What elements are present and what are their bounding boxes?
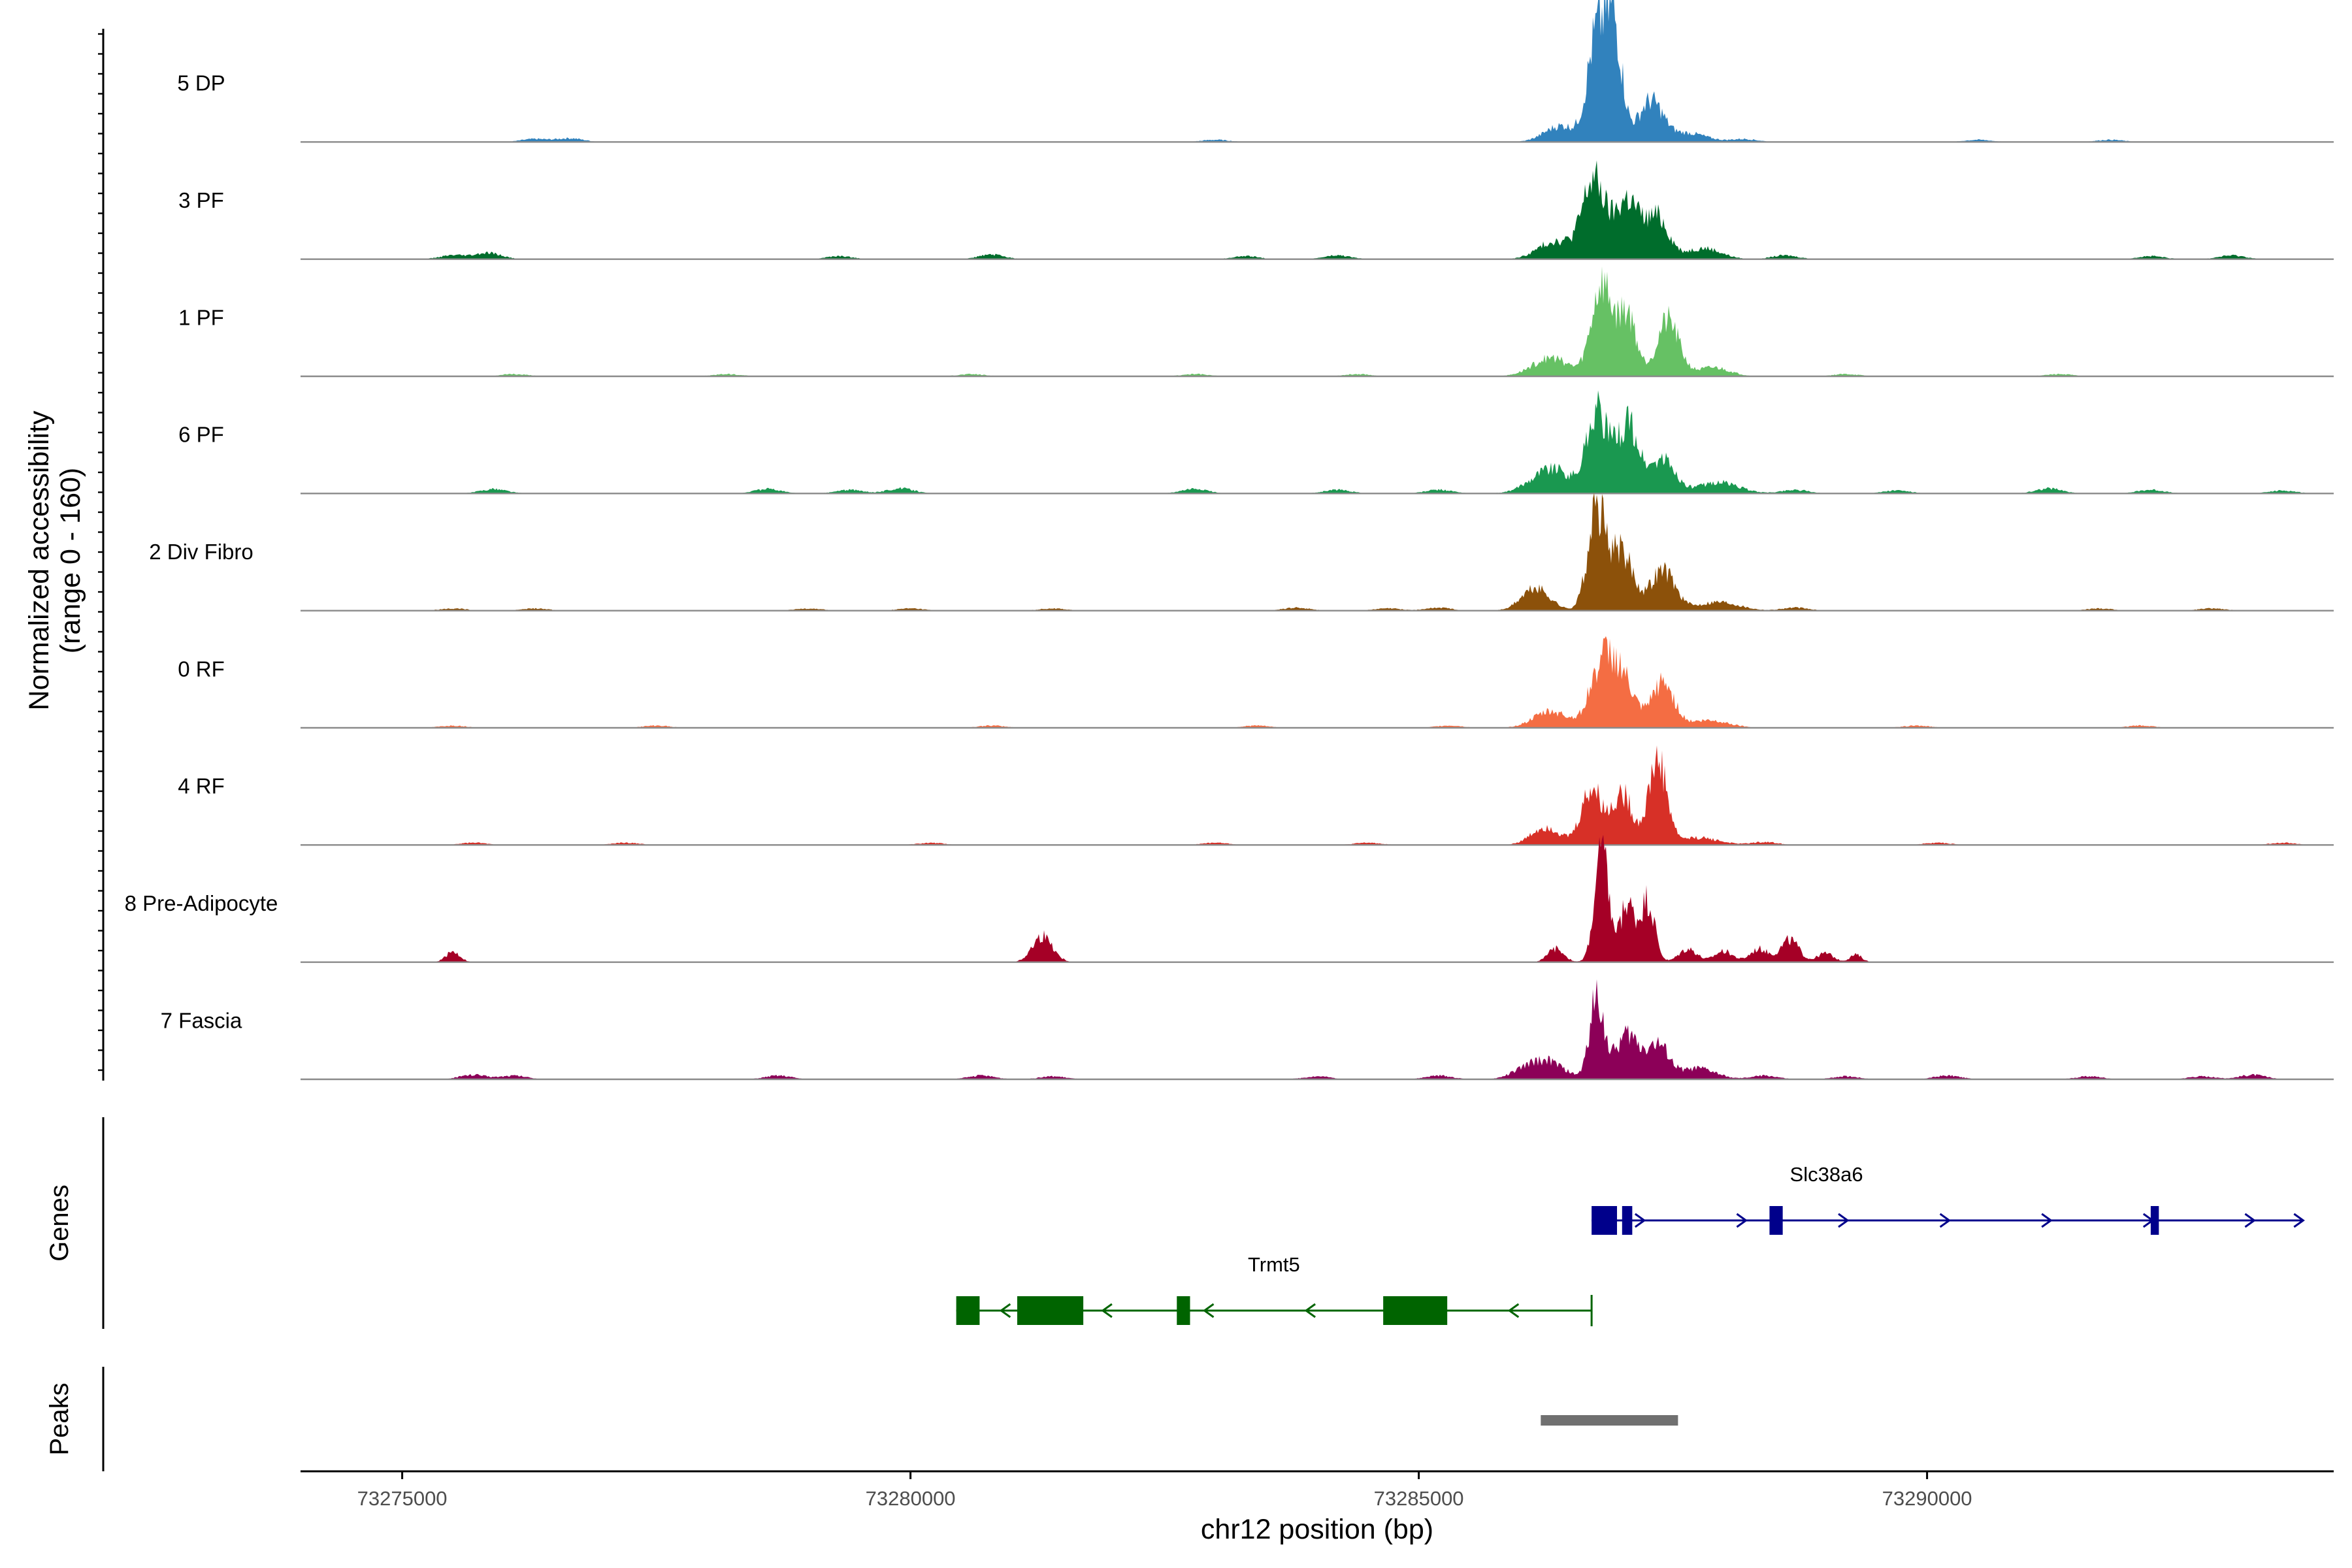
track-label: 1 PF bbox=[178, 305, 224, 329]
track-label: 8 Pre-Adipocyte bbox=[125, 891, 278, 915]
coverage-track: 5 DP bbox=[177, 0, 2334, 143]
gene-exon bbox=[1177, 1296, 1190, 1325]
strand-arrow-icon bbox=[2244, 1213, 2256, 1228]
track-label: 5 DP bbox=[177, 71, 225, 95]
coverage-area bbox=[301, 390, 2334, 494]
x-tick-label: 73285000 bbox=[1374, 1487, 1464, 1510]
gene-exon bbox=[956, 1296, 980, 1325]
x-axis: 73275000 73280000 73285000 73290000 bbox=[301, 1470, 2334, 1510]
gene-model: Slc38a6 bbox=[1592, 1163, 2305, 1235]
strand-arrow-icon bbox=[2041, 1213, 2053, 1228]
peak-region-track bbox=[1541, 1415, 1678, 1426]
gene-name-label: Slc38a6 bbox=[1790, 1163, 1863, 1186]
gene-exon bbox=[2150, 1206, 2159, 1235]
gene-name-label: Trmt5 bbox=[1248, 1253, 1300, 1276]
coverage-track: 1 PF bbox=[178, 266, 2334, 378]
coverage-track: 3 PF bbox=[178, 160, 2334, 260]
gene-exon bbox=[1592, 1206, 1618, 1235]
coverage-area bbox=[301, 160, 2334, 259]
coverage-area bbox=[301, 493, 2334, 611]
track-label: 2 Div Fibro bbox=[149, 540, 253, 564]
coverage-track: 2 Div Fibro bbox=[149, 493, 2334, 612]
coverage-track: 6 PF bbox=[178, 390, 2334, 495]
strand-arrow-icon bbox=[1101, 1303, 1113, 1318]
track-label: 6 PF bbox=[178, 423, 224, 447]
strand-arrow-icon bbox=[1634, 1213, 1646, 1228]
strand-arrow-icon bbox=[1838, 1213, 1850, 1228]
strand-arrow-icon bbox=[1736, 1213, 1748, 1228]
coverage-track: 8 Pre-Adipocyte bbox=[125, 834, 2334, 963]
coverage-area bbox=[301, 834, 2334, 962]
x-axis-title: chr12 position (bp) bbox=[1201, 1514, 1433, 1545]
gene-model: Trmt5 bbox=[956, 1253, 1593, 1326]
peaks-panel-label: Peaks bbox=[45, 1382, 74, 1455]
peak-region bbox=[1541, 1415, 1678, 1426]
strand-arrow-icon bbox=[1939, 1213, 1952, 1228]
coverage-area bbox=[301, 745, 2334, 845]
strand-arrow-icon bbox=[1507, 1303, 1520, 1318]
strand-arrow-icon bbox=[1304, 1303, 1316, 1318]
coverage-tracks: 5 DP 3 PF 1 PF 6 PF 2 Div Fibro 0 RF 4 RF 8 Pre… bbox=[125, 0, 2334, 1081]
x-tick-label: 73280000 bbox=[866, 1487, 956, 1510]
gene-exon bbox=[1383, 1296, 1448, 1325]
coverage-ylabel-line2: (range 0 - 160) bbox=[55, 468, 86, 653]
coverage-y-axis bbox=[98, 29, 105, 1081]
strand-arrow-icon bbox=[2293, 1213, 2305, 1228]
track-label: 7 Fascia bbox=[161, 1008, 242, 1032]
track-label: 4 RF bbox=[178, 774, 225, 798]
gene-exon bbox=[1622, 1206, 1633, 1235]
coverage-area bbox=[301, 0, 2334, 142]
strand-arrow-icon bbox=[1202, 1303, 1215, 1318]
coverage-track: 0 RF bbox=[178, 636, 2334, 729]
coverage-ylabel-line1: Normalized accessibility bbox=[24, 410, 55, 710]
coverage-area bbox=[301, 266, 2334, 376]
genes-panel-label: Genes bbox=[45, 1184, 74, 1262]
coverage-area bbox=[301, 636, 2334, 728]
x-tick-label: 73290000 bbox=[1882, 1487, 1972, 1510]
coverage-area bbox=[301, 979, 2334, 1079]
gene-exon bbox=[1769, 1206, 1783, 1235]
gene-exon bbox=[1017, 1296, 1084, 1325]
strand-arrow-icon bbox=[999, 1303, 1011, 1318]
gene-annotation-track: Slc38a6 Trmt5 bbox=[956, 1163, 2305, 1326]
coverage-track: 4 RF bbox=[178, 745, 2334, 846]
x-tick-label: 73275000 bbox=[357, 1487, 448, 1510]
track-label: 0 RF bbox=[178, 657, 225, 681]
track-label: 3 PF bbox=[178, 188, 224, 212]
coverage-track: 7 Fascia bbox=[161, 979, 2334, 1081]
